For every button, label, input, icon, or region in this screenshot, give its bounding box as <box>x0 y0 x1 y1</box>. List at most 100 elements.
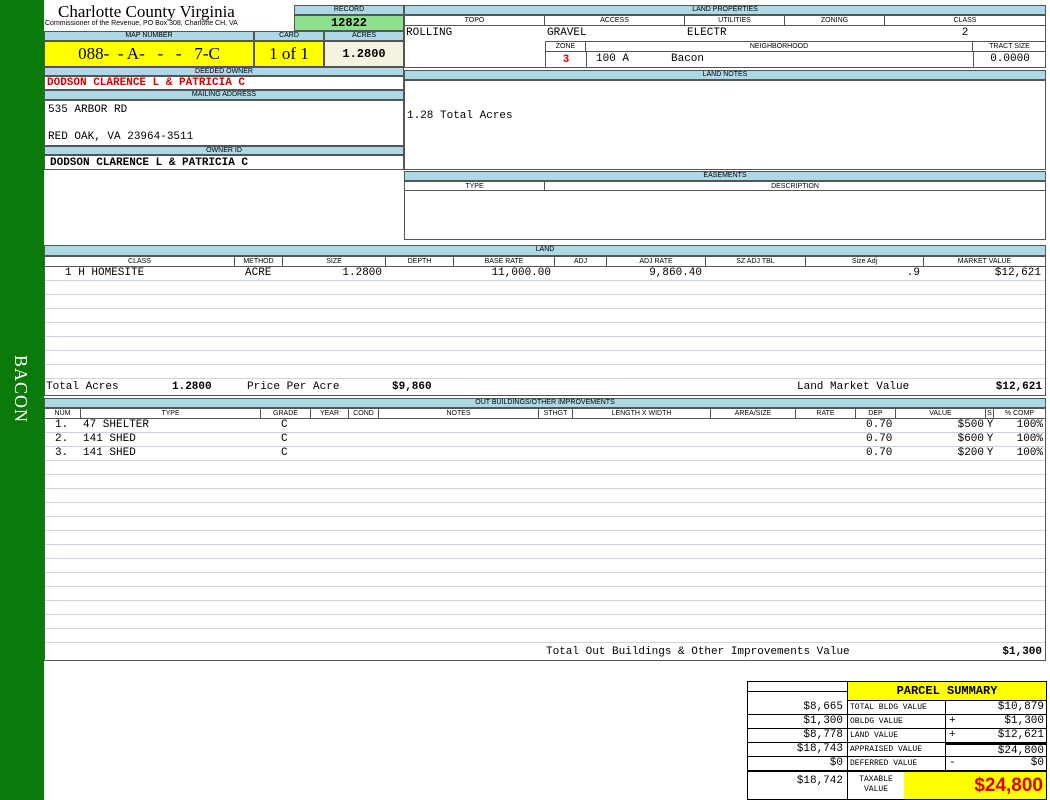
land-column-header: DEPTH <box>386 257 454 266</box>
land-column-header: ADJ RATE <box>607 257 706 266</box>
outbuilding-row: 1. 47 SHELTER C 0.70 $500 Y 100% <box>45 419 1045 433</box>
tract-size-value: 0.0000 <box>990 53 1030 65</box>
map-number-value: 088- - A- - - 7-C <box>44 41 254 67</box>
summary-label: APPRAISED VALUE <box>848 743 946 756</box>
sidebar: BACON <box>0 0 44 800</box>
land-notes-text: 1.28 Total Acres <box>407 110 513 122</box>
outbuilding-cell: 2. <box>55 433 69 445</box>
owner-id-label: OWNER ID <box>44 146 404 155</box>
land-notes-label: LAND NOTES <box>404 70 1046 80</box>
easement-description-header: DESCRIPTION <box>771 183 819 190</box>
mailing-address-label: MAILING ADDRESS <box>44 90 404 100</box>
address-line-2: RED OAK, VA 23964-3511 <box>48 131 194 143</box>
mailing-address: 535 ARBOR RD RED OAK, VA 23964-3511 <box>44 100 404 146</box>
outbuilding-cell: Y <box>986 419 994 431</box>
summary-operator: - <box>949 757 956 769</box>
land-row <box>45 365 1045 379</box>
outbuilding-cell: C <box>281 419 288 431</box>
outbuilding-column-header: RATE <box>796 409 856 418</box>
outbuilding-row <box>45 475 1045 489</box>
total-acres-label: Total Acres <box>46 381 119 393</box>
outbuilding-cell: $200 <box>957 447 984 459</box>
outbuilding-row <box>45 615 1045 629</box>
utilities-value: ELECTR <box>687 27 727 39</box>
utilities-header: UTILITIES <box>685 16 785 25</box>
summary-label: TOTAL BLDG VALUE <box>848 701 946 714</box>
outbuilding-cell: 100% <box>1016 419 1043 431</box>
outbuildings-label: OUT BUILDINGS/OTHER IMPROVEMENTS <box>44 398 1046 408</box>
taxable-prior-value: $18,742 <box>748 771 848 799</box>
easements: TYPE DESCRIPTION <box>404 181 1046 240</box>
record-label: RECORD <box>294 5 404 15</box>
summary-row: $8,665 TOTAL BLDG VALUE $10,879 <box>748 701 1046 715</box>
outbuilding-row <box>45 531 1045 545</box>
zoning-header: ZONING <box>785 16 885 25</box>
easements-label: EASEMENTS <box>404 171 1046 181</box>
outbuilding-row <box>45 587 1045 601</box>
land-row <box>45 295 1045 309</box>
outbuilding-cell: 100% <box>1016 447 1043 459</box>
land-cell: ACRE <box>245 267 272 279</box>
neighborhood-code: 100 A <box>596 53 630 65</box>
outbuilding-row <box>45 461 1045 475</box>
land-row <box>45 323 1045 337</box>
summary-prior-value: $8,778 <box>748 729 848 742</box>
taxable-value: $24,800 <box>904 771 1046 799</box>
acres-label: ACRES <box>324 31 404 41</box>
outbuildings-total-label: Total Out Buildings & Other Improvements… <box>546 646 850 658</box>
taxable-label: TAXABLE VALUE <box>848 771 904 799</box>
outbuilding-row <box>45 489 1045 503</box>
land-row <box>45 309 1045 323</box>
summary-operator: + <box>949 715 956 727</box>
outbuildings-total-value: $1,300 <box>1002 646 1042 658</box>
summary-value: $0 <box>1030 757 1044 769</box>
access-header: ACCESS <box>545 16 685 25</box>
outbuilding-cell: 141 SHED <box>83 433 136 445</box>
land-column-header: METHOD <box>235 257 283 266</box>
summary-label: LAND VALUE <box>848 729 946 742</box>
card-value: 1 of 1 <box>254 41 324 67</box>
outbuilding-row <box>45 601 1045 615</box>
land-column-header: ADJ <box>555 257 607 266</box>
outbuilding-row <box>45 545 1045 559</box>
summary-value: $12,621 <box>997 729 1044 741</box>
outbuilding-column-header: % COMP <box>1004 410 1035 417</box>
outbuilding-cell: C <box>281 447 288 459</box>
outbuildings-total: Total Out Buildings & Other Improvements… <box>45 645 1045 660</box>
outbuilding-cell: Y <box>986 447 994 459</box>
land-cell: 11,000.00 <box>491 267 551 279</box>
land-column-header: BASE RATE <box>454 257 555 266</box>
outbuilding-row <box>45 629 1045 643</box>
land-cell: .9 <box>906 267 920 279</box>
outbuildings-table: NUM TYPE GRADE YEAR COND NOTES STHGT LENGTH X W… <box>44 408 1046 661</box>
card-label: CARD <box>254 31 324 41</box>
outbuilding-cell: 100% <box>1016 433 1043 445</box>
land-market-value: $12,621 <box>995 381 1042 393</box>
outbuilding-column-header: NOTES <box>379 409 539 418</box>
outbuilding-column-header: NUM <box>45 409 81 418</box>
summary-prior-value: $18,743 <box>748 743 848 756</box>
outbuilding-column-header: S <box>986 409 994 418</box>
price-per-acre-value: $9,860 <box>392 381 432 393</box>
outbuilding-cell: 1. <box>55 419 69 431</box>
class-header: CLASS <box>953 17 977 24</box>
land-column-header: CLASS <box>45 257 235 266</box>
outbuilding-column-header: DEP <box>856 409 896 418</box>
land-cell: 1 H HOMESITE <box>65 267 145 279</box>
land-cell: $12,621 <box>994 267 1041 279</box>
district-label: BACON <box>11 355 31 424</box>
outbuilding-cell: $500 <box>957 419 984 431</box>
outbuilding-row: 2. 141 SHED C 0.70 $600 Y 100% <box>45 433 1045 447</box>
land-table: CLASS METHOD SIZE DEPTH BASE RATE ADJ ADJ RATE… <box>44 256 1046 396</box>
page-title: Charlotte County Virginia <box>58 2 235 21</box>
land-properties: TOPO ACCESS UTILITIES ZONING CLASS ROLLI… <box>404 15 1046 68</box>
page-subtitle: Commissioner of the Revenue, PO Box 308,… <box>45 20 238 27</box>
land-row <box>45 337 1045 351</box>
land-cell: 1.2800 <box>342 267 382 279</box>
summary-row: $1,300 OBLDG VALUE + $1,300 <box>748 715 1046 729</box>
land-row <box>45 351 1045 365</box>
easement-type-header: TYPE <box>405 182 545 190</box>
land-column-header: MARKET VALUE <box>957 258 1012 265</box>
land-notes: 1.28 Total Acres <box>404 80 1046 170</box>
summary-prior-value: $0 <box>748 757 848 770</box>
